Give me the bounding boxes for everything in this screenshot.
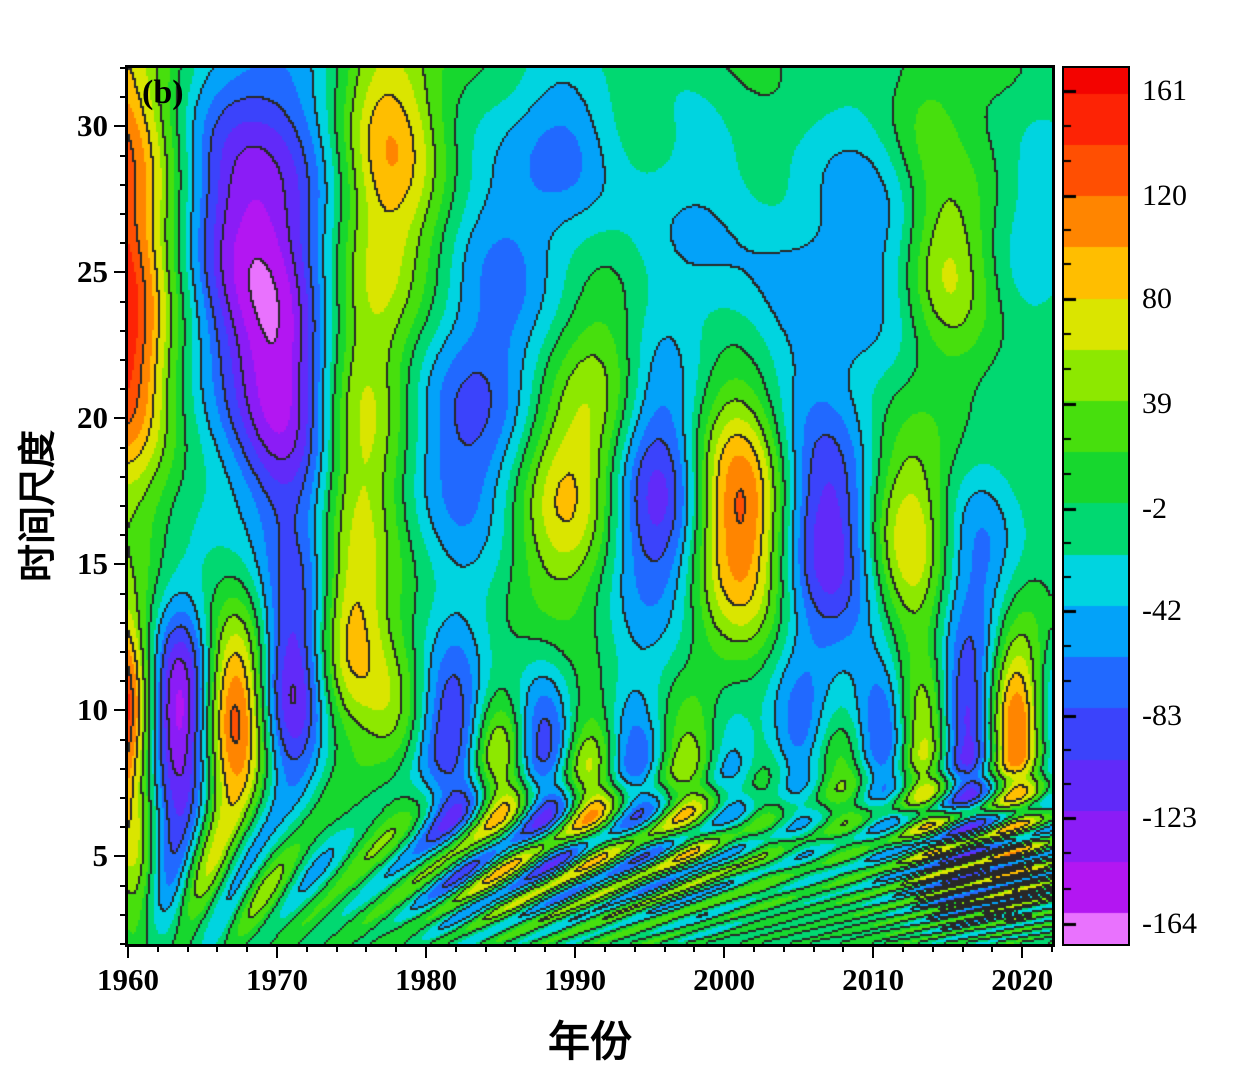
x-axis-tick-label: 2000 (693, 962, 756, 997)
y-axis-tick-label: 25 (77, 254, 108, 290)
x-axis-minor-tick (991, 946, 994, 952)
x-axis-minor-tick (365, 946, 368, 952)
x-axis-major-tick (127, 946, 129, 958)
colorbar-tick-label: -2 (1142, 491, 1167, 525)
colorbar-tick-label: -42 (1142, 594, 1182, 628)
y-axis-minor-tick (120, 388, 126, 391)
colorbar (1064, 68, 1128, 944)
x-axis-major-tick (276, 946, 279, 958)
y-axis-minor-tick (120, 797, 126, 799)
colorbar-tick-label: -83 (1142, 699, 1182, 733)
y-axis-minor-tick (120, 300, 126, 303)
y-axis-minor-tick (120, 534, 126, 537)
x-axis-minor-tick (186, 946, 189, 952)
x-axis-major-tick (872, 946, 875, 958)
x-axis-minor-tick (663, 946, 666, 952)
y-axis-major-tick (114, 855, 126, 858)
y-axis-minor-tick (120, 183, 126, 186)
x-axis-major-tick (1021, 946, 1024, 958)
x-axis-minor-tick (901, 946, 904, 952)
x-axis-tick-label: 1960 (97, 962, 159, 997)
contour-plot-canvas (128, 68, 1052, 944)
x-axis-tick-label: 1990 (544, 962, 607, 997)
x-axis-major-tick (425, 946, 428, 958)
colorbar-tick-label: 120 (1142, 179, 1187, 213)
x-axis-minor-tick (961, 946, 964, 952)
colorbar-tick-label: 161 (1142, 74, 1187, 108)
y-axis-tick-label: 5 (92, 838, 109, 874)
colorbar-tick-label: 80 (1142, 281, 1172, 315)
y-axis-minor-tick (120, 621, 126, 624)
x-axis-tick-label: 1980 (395, 962, 458, 997)
y-axis-minor-tick (120, 213, 126, 215)
panel-label: (b) (142, 74, 184, 111)
x-axis-minor-tick (246, 946, 249, 952)
x-axis-minor-tick (305, 946, 308, 952)
x-axis-minor-tick (782, 946, 785, 952)
x-axis-major-tick (723, 946, 726, 958)
x-axis-tick-label: 1970 (246, 962, 309, 997)
colorbar-tick-label: -123 (1142, 801, 1197, 835)
y-axis-minor-tick (120, 738, 126, 741)
y-axis-minor-tick (120, 767, 126, 770)
y-axis-major-tick (114, 563, 126, 566)
y-axis-minor-tick (120, 475, 126, 478)
x-axis-minor-tick (842, 946, 845, 952)
y-axis-tick-label: 10 (77, 692, 108, 728)
x-axis-minor-tick (514, 946, 517, 952)
y-axis-major-tick (114, 417, 126, 420)
x-axis-minor-tick (484, 946, 487, 952)
colorbar-tick-label: 39 (1142, 386, 1172, 420)
x-axis-minor-tick (931, 946, 934, 952)
y-axis-minor-tick (120, 446, 126, 449)
y-axis-minor-tick (120, 154, 126, 157)
x-axis-minor-tick (812, 946, 815, 952)
y-axis-minor-tick (120, 359, 126, 361)
x-axis-tick-label: 2010 (842, 962, 905, 997)
x-axis-minor-tick (216, 946, 219, 952)
x-axis-minor-tick (454, 946, 457, 952)
y-axis-minor-tick (120, 505, 126, 507)
y-axis-minor-tick (120, 826, 126, 829)
colorbar-tick-label: -164 (1142, 906, 1197, 940)
x-axis-minor-tick (335, 946, 338, 952)
y-axis-minor-tick (120, 592, 126, 595)
y-axis-tick-label: 20 (77, 400, 108, 436)
x-axis-minor-tick (603, 946, 606, 952)
y-axis-minor-tick (120, 329, 126, 332)
y-axis-minor-tick (120, 680, 126, 683)
y-axis-minor-tick (120, 242, 126, 245)
y-axis-major-tick (114, 271, 126, 274)
x-axis-tick-label: 2020 (991, 962, 1054, 997)
y-axis-minor-tick (120, 651, 126, 653)
x-axis-title: 年份 (547, 1020, 633, 1066)
x-axis-minor-tick (752, 946, 755, 952)
x-axis-major-tick (574, 946, 577, 958)
x-axis-minor-tick (544, 946, 547, 952)
x-axis-minor-tick (156, 946, 159, 952)
x-axis-minor-tick (395, 946, 398, 952)
y-axis-minor-tick (120, 913, 126, 916)
y-axis-minor-tick (120, 943, 126, 945)
y-axis-minor-tick (120, 96, 126, 99)
y-axis-minor-tick (120, 884, 126, 887)
y-axis-minor-tick (120, 67, 126, 69)
y-axis-tick-label: 15 (77, 546, 108, 582)
x-axis-minor-tick (633, 946, 636, 952)
x-axis-minor-tick (693, 946, 696, 952)
y-axis-tick-label: 30 (77, 108, 108, 144)
y-axis-major-tick (114, 125, 126, 128)
x-axis-minor-tick (1051, 946, 1053, 952)
y-axis-major-tick (114, 709, 126, 712)
